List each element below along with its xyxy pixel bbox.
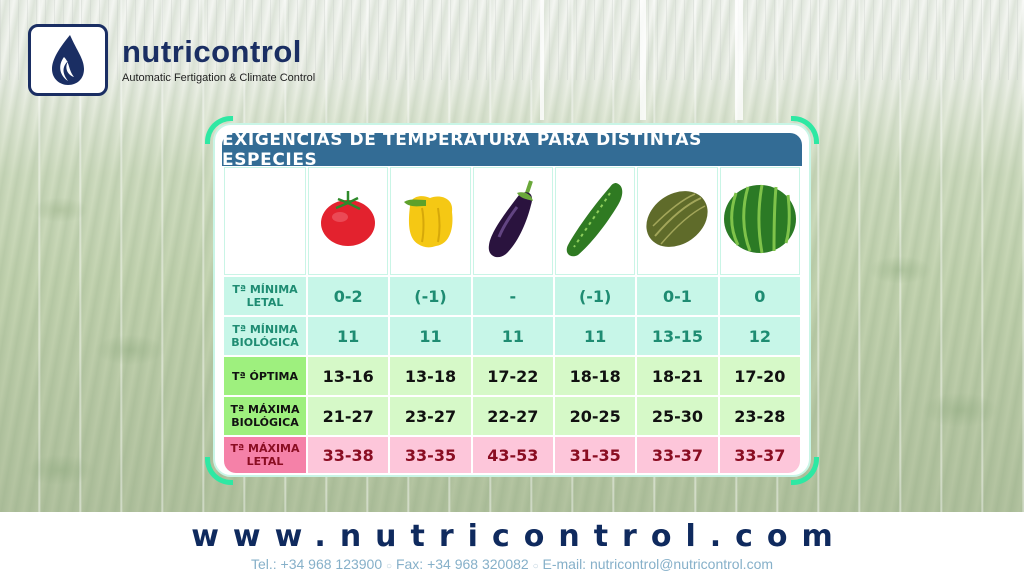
tomato-icon (321, 190, 376, 246)
value-cell: 23-27 (390, 397, 471, 435)
value-cell: 18-18 (554, 357, 636, 395)
value-cell: 17-22 (472, 357, 553, 395)
row-label-line-2: BIOLÓGICA (231, 416, 299, 429)
row-maxima-biologica: Tª MÁXIMA BIOLÓGICA 21-27 23-27 22-27 20-… (224, 397, 800, 435)
eggplant-icon (488, 179, 533, 257)
temperature-table: Tª MÍNIMA LETAL 0-2 (-1) - (-1) 0-1 0 Tª … (222, 165, 802, 475)
fax-number: Fax: +34 968 320082 (395, 556, 529, 572)
melon-icon (646, 190, 709, 247)
email-link[interactable]: E-mail: nutricontrol@nutricontrol.com (542, 556, 774, 572)
row-label-line-2: LETAL (246, 455, 284, 468)
value-cell: 11 (308, 317, 389, 355)
website-link[interactable]: www.nutricontrol.com (191, 519, 847, 554)
value-cell: (-1) (390, 277, 471, 315)
value-cell: 33-37 (719, 437, 800, 473)
value-cell: 23-28 (719, 397, 800, 435)
value-cell: 0-2 (308, 277, 389, 315)
species-cell-cucumber (554, 167, 636, 275)
footer: www.nutricontrol.com Tel.: +34 968 12390… (0, 512, 1024, 585)
value-cell: 12 (719, 317, 800, 355)
species-cell-watermelon (719, 167, 800, 275)
row-label-line-1: Tª MÍNIMA (232, 283, 298, 296)
greenhouse-background (0, 0, 1024, 512)
row-maxima-letal: Tª MÁXIMA LETAL 33-38 33-35 43-53 31-35 3… (224, 437, 800, 473)
value-cell: 13-18 (390, 357, 471, 395)
empty-header-cell (224, 167, 306, 275)
greenhouse-post (540, 0, 544, 120)
species-image-row (224, 167, 800, 275)
row-label-line-1: Tª MÁXIMA (230, 442, 300, 455)
value-cell: 0 (719, 277, 800, 315)
logo-box (28, 24, 108, 96)
brand-tagline: Automatic Fertigation & Climate Control (122, 72, 316, 84)
corner-accent (205, 116, 233, 144)
value-cell: 11 (390, 317, 471, 355)
value-cell: 33-37 (637, 437, 718, 473)
water-drop-icon (52, 35, 84, 85)
phone-number: Tel.: +34 968 123900 (250, 556, 383, 572)
value-cell: 13-15 (637, 317, 718, 355)
value-cell: 17-20 (719, 357, 800, 395)
table-title: EXIGENCIAS DE TEMPERATURA PARA DISTINTAS… (222, 130, 802, 170)
value-cell: 25-30 (637, 397, 718, 435)
row-minima-biologica: Tª MÍNIMA BIOLÓGICA 11 11 11 11 13-15 12 (224, 317, 800, 355)
species-cell-melon (637, 167, 718, 275)
value-cell: 11 (554, 317, 636, 355)
value-cell: - (472, 277, 553, 315)
value-cell: 0-1 (637, 277, 718, 315)
row-label: Tª ÓPTIMA (224, 357, 306, 395)
species-cell-pepper (390, 167, 471, 275)
value-cell: (-1) (554, 277, 636, 315)
row-label-line-1: Tª MÁXIMA (230, 403, 300, 416)
row-label-line-2: LETAL (246, 296, 284, 309)
row-minima-letal: Tª MÍNIMA LETAL 0-2 (-1) - (-1) 0-1 0 (224, 277, 800, 315)
row-optima: Tª ÓPTIMA 13-16 13-18 17-22 18-18 18-21 … (224, 357, 800, 395)
value-cell: 33-35 (390, 437, 471, 473)
value-cell: 22-27 (472, 397, 553, 435)
value-cell: 11 (472, 317, 553, 355)
row-label-line-2: BIOLÓGICA (231, 336, 299, 349)
temperature-table-card: EXIGENCIAS DE TEMPERATURA PARA DISTINTAS… (205, 116, 819, 485)
value-cell: 18-21 (637, 357, 718, 395)
contact-info: Tel.: +34 968 123900 ○ Fax: +34 968 3200… (0, 556, 1024, 572)
row-label-line-1: Tª MÍNIMA (232, 323, 298, 336)
cucumber-icon (566, 182, 623, 256)
separator-icon: ○ (532, 561, 539, 572)
value-cell: 21-27 (308, 397, 389, 435)
greenhouse-post (640, 0, 646, 120)
species-cell-eggplant (472, 167, 553, 275)
value-cell: 20-25 (554, 397, 636, 435)
row-label: Tª MÁXIMA LETAL (224, 437, 306, 473)
row-label: Tª MÍNIMA LETAL (224, 277, 306, 315)
logo: nutricontrol Automatic Fertigation & Cli… (28, 24, 315, 96)
row-label: Tª MÁXIMA BIOLÓGICA (224, 397, 306, 435)
corner-accent (791, 116, 819, 144)
value-cell: 33-38 (308, 437, 389, 473)
brand-name: nutricontrol (122, 34, 302, 69)
greenhouse-post (735, 0, 743, 120)
separator-icon: ○ (386, 561, 393, 572)
value-cell: 13-16 (308, 357, 389, 395)
value-cell: 43-53 (472, 437, 553, 473)
row-label: Tª MÍNIMA BIOLÓGICA (224, 317, 306, 355)
value-cell: 31-35 (554, 437, 636, 473)
corner-accent (205, 457, 233, 485)
watermelon-icon (723, 184, 796, 253)
pepper-icon (404, 195, 453, 247)
species-cell-tomato (308, 167, 389, 275)
